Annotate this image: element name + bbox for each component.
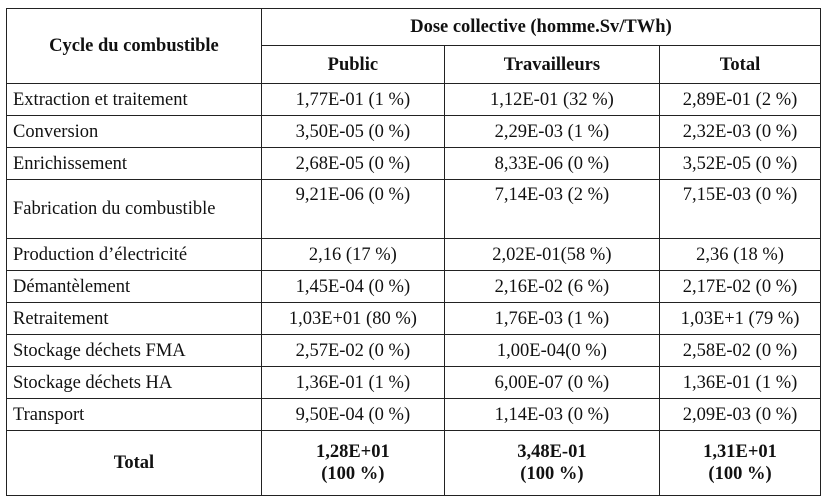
cell-total: 3,52E-05 (0 %) xyxy=(659,147,821,180)
row-label: Transport xyxy=(6,398,262,431)
cell-workers: 6,00E-07 (0 %) xyxy=(443,366,661,399)
cell-total: 2,32E-03 (0 %) xyxy=(659,115,821,148)
cell-workers: 2,16E-02 (6 %) xyxy=(443,270,661,303)
cell-public: 1,03E+01 (80 %) xyxy=(260,302,445,335)
cell-public: 2,16 (17 %) xyxy=(260,238,445,271)
cell-total: 2,17E-02 (0 %) xyxy=(659,270,821,303)
cell-workers: 1,12E-01 (32 %) xyxy=(443,83,661,116)
column-header-public: Public xyxy=(260,45,445,84)
cell-public: 2,68E-05 (0 %) xyxy=(260,147,445,180)
cell-public: 1,45E-04 (0 %) xyxy=(260,270,445,303)
table-row: Production d’électricité 2,16 (17 %) 2,02E… xyxy=(6,238,821,271)
cell-public: 9,21E-06 (0 %) xyxy=(260,179,445,239)
row-label: Conversion xyxy=(6,115,262,148)
cell-workers: 8,33E-06 (0 %) xyxy=(443,147,661,180)
table-row: Stockage déchets FMA 2,57E-02 (0 %) 1,00E-… xyxy=(6,334,821,367)
cell-total: 2,89E-01 (2 %) xyxy=(659,83,821,116)
cell-workers: 1,76E-03 (1 %) xyxy=(443,302,661,335)
cell-workers: 2,29E-03 (1 %) xyxy=(443,115,661,148)
row-header: Cycle du combustible xyxy=(6,8,262,84)
total-cell-workers: 3,48E-01 (100 %) xyxy=(443,430,661,496)
total-label: Total xyxy=(6,430,262,496)
cell-workers: 7,14E-03 (2 %) xyxy=(443,179,661,239)
table-row: Extraction et traitement 1,77E-01 (1 %) 1,… xyxy=(6,83,821,116)
total-percent-public: (100 %) xyxy=(321,464,385,484)
cell-workers: 2,02E-01(58 %) xyxy=(443,238,661,271)
row-label: Extraction et traitement xyxy=(6,83,262,116)
cell-workers: 1,14E-03 (0 %) xyxy=(443,398,661,431)
total-percent-total: (100 %) xyxy=(708,464,772,484)
table-row: Démantèlement 1,45E-04 (0 %) 2,16E-02 (6 %… xyxy=(6,270,821,303)
total-cell-total: 1,31E+01 (100 %) xyxy=(659,430,821,496)
cell-public: 2,57E-02 (0 %) xyxy=(260,334,445,367)
total-value-workers: 3,48E-01 xyxy=(517,442,587,462)
cell-total: 1,03E+1 (79 %) xyxy=(659,302,821,335)
row-label: Production d’électricité xyxy=(6,238,262,271)
cell-public: 1,77E-01 (1 %) xyxy=(260,83,445,116)
row-label: Stockage déchets FMA xyxy=(6,334,262,367)
cell-total: 1,36E-01 (1 %) xyxy=(659,366,821,399)
row-label: Retraitement xyxy=(6,302,262,335)
total-percent-workers: (100 %) xyxy=(520,464,584,484)
table-row: Transport 9,50E-04 (0 %) 1,14E-03 (0 %) 2,0… xyxy=(6,398,821,431)
row-label: Stockage déchets HA xyxy=(6,366,262,399)
row-label: Enrichissement xyxy=(6,147,262,180)
document-page: Cycle du combustible Dose collective (ho… xyxy=(6,8,822,496)
cell-total: 7,15E-03 (0 %) xyxy=(659,179,821,239)
column-header-workers: Travailleurs xyxy=(443,45,661,84)
cell-total: 2,58E-02 (0 %) xyxy=(659,334,821,367)
column-header-total: Total xyxy=(659,45,821,84)
row-label: Fabrication du combustible xyxy=(6,179,262,239)
cell-public: 1,36E-01 (1 %) xyxy=(260,366,445,399)
table-row: Retraitement 1,03E+01 (80 %) 1,76E-03 (1 %… xyxy=(6,302,821,335)
total-value-public: 1,28E+01 xyxy=(315,442,390,462)
cell-public: 3,50E-05 (0 %) xyxy=(260,115,445,148)
cell-workers: 1,00E-04(0 %) xyxy=(443,334,661,367)
dose-table: Cycle du combustible Dose collective (ho… xyxy=(6,8,822,496)
total-cell-public: 1,28E+01 (100 %) xyxy=(260,430,445,496)
table-row: Fabrication du combustible 9,21E-06 (0 %)… xyxy=(6,179,821,239)
table-row: Stockage déchets HA 1,36E-01 (1 %) 6,00E-0… xyxy=(6,366,821,399)
cell-total: 2,09E-03 (0 %) xyxy=(659,398,821,431)
group-header: Dose collective (homme.Sv/TWh) xyxy=(260,8,822,46)
total-value-total: 1,31E+01 xyxy=(703,442,777,462)
cell-total: 2,36 (18 %) xyxy=(659,238,821,271)
row-label: Démantèlement xyxy=(6,270,262,303)
cell-public: 9,50E-04 (0 %) xyxy=(260,398,445,431)
total-row: Total 1,28E+01 (100 %) 3,48E-01 (100 %) 1,31E… xyxy=(6,430,821,496)
table-row: Conversion 3,50E-05 (0 %) 2,29E-03 (1 %) 2,… xyxy=(6,115,821,148)
table-row: Enrichissement 2,68E-05 (0 %) 8,33E-06 (0 … xyxy=(6,147,821,180)
